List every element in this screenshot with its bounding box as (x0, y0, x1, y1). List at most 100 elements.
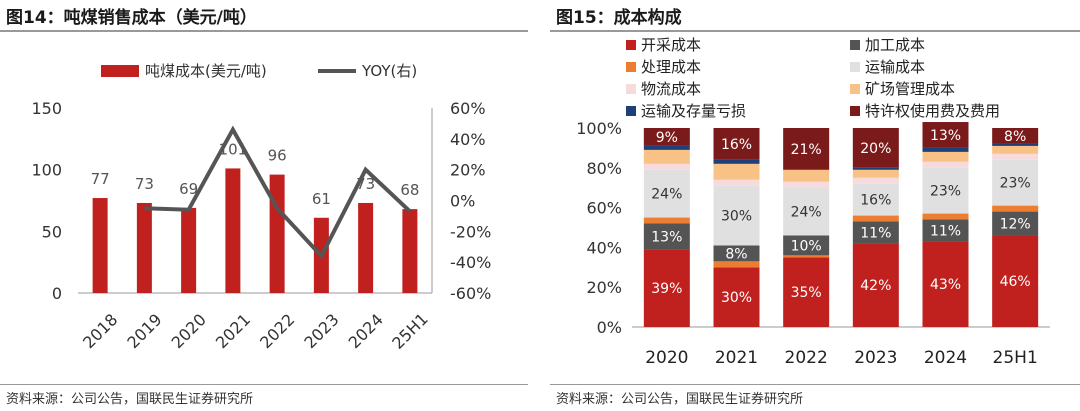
bar-data-label: 77 (91, 170, 110, 188)
x-tick-label: 2024 (924, 348, 967, 368)
bar-cost-per-ton (136, 202, 152, 293)
stack-segment (713, 261, 760, 268)
stack-segment (783, 187, 830, 236)
y-right-tick-label: 0% (450, 192, 475, 211)
y-right-tick-label: 20% (450, 161, 486, 180)
y-right-tick-label: 40% (450, 130, 486, 149)
stack-segment (783, 255, 830, 258)
y-tick-label: 40% (586, 238, 622, 257)
bar-data-label: 73 (135, 175, 154, 193)
x-tick-label: 2020 (645, 348, 688, 368)
stack-segment (922, 167, 969, 214)
y-tick-label: 0% (597, 318, 622, 337)
y-left-tick-label: 50 (42, 222, 62, 241)
segment-data-label: 20% (860, 141, 891, 157)
x-tick-label: 2021 (212, 310, 254, 352)
y-tick-label: 100% (576, 119, 622, 138)
segment-data-label: 16% (860, 193, 891, 209)
legend-label: 矿场管理成本 (865, 80, 955, 98)
legend-swatch (850, 40, 860, 50)
segment-data-label: 10% (791, 238, 822, 254)
bar-cost-per-ton (92, 198, 108, 293)
x-tick-label: 25H1 (993, 348, 1038, 368)
bar-data-label: 68 (400, 181, 419, 199)
x-tick-label: 2021 (715, 348, 758, 368)
y-tick-label: 80% (586, 159, 622, 178)
bar-cost-per-ton (358, 202, 374, 293)
stack-segment (992, 205, 1039, 212)
figure-15-title: 图15：成本构成 (556, 8, 682, 28)
cost-per-ton-panel: 图14：吨煤销售成本（美元/吨） 吨煤成本(美元/吨) YOY(右) 0 50 100 1… (0, 0, 528, 411)
y-right-tick-label: -20% (450, 222, 491, 241)
stack-segment (713, 159, 760, 164)
stack-segment (852, 177, 899, 184)
segment-data-label: 39% (651, 281, 682, 297)
stack-segment (992, 211, 1039, 236)
x-tick-label: 2018 (79, 310, 121, 352)
y-tick-label: 60% (586, 199, 622, 218)
stack-segment (922, 213, 969, 220)
source-rule (550, 384, 1080, 385)
x-tick-label: 2022 (256, 310, 298, 352)
bar-data-label: 73 (356, 175, 375, 193)
stack-segment (922, 122, 969, 148)
stack-segment (992, 159, 1039, 206)
stack-segment (922, 161, 969, 168)
stack-segment (852, 221, 899, 244)
cost-structure-panel: 图15：成本构成 开采成本 加工成本 处理成本 运输成本 物流成本 矿场管理成本 运输及存量… (550, 0, 1080, 411)
segment-data-label: 43% (930, 277, 961, 293)
stack-segment (922, 241, 969, 327)
y-tick-label: 20% (586, 278, 622, 297)
segment-data-label: 11% (930, 223, 961, 239)
stack-segment (852, 215, 899, 222)
legend-label: 运输成本 (865, 58, 925, 76)
stack-segment (783, 169, 830, 182)
bar-cost-per-ton (225, 168, 241, 293)
right-source-note: 资料来源：公司公告，国联民生证券研究所 (556, 392, 804, 407)
legend-label: 运输及存量亏损 (641, 102, 746, 120)
bar-cost-per-ton (269, 174, 285, 293)
y-right-tick-label: -60% (450, 284, 491, 303)
stack-segment (783, 257, 830, 327)
legend-swatch (626, 106, 636, 116)
legend-label-cost-per-ton: 吨煤成本(美元/吨) (145, 62, 267, 80)
bar-data-label: 101 (219, 140, 248, 158)
segment-data-label: 35% (791, 285, 822, 301)
stack-segment (992, 128, 1039, 144)
stack-segment (852, 243, 899, 327)
stack-segment (643, 249, 690, 327)
stack-segment (992, 153, 1039, 160)
stack-segment (643, 128, 690, 146)
stack-segment (713, 179, 760, 186)
bar-data-label: 96 (268, 147, 287, 165)
segment-data-label: 11% (860, 225, 891, 241)
y-right-tick-label: -40% (450, 253, 491, 272)
x-tick-label: 2020 (168, 310, 210, 352)
stack-segment (783, 235, 830, 256)
legend-label: 加工成本 (865, 36, 925, 54)
stack-segment (643, 145, 690, 150)
stack-segment (922, 147, 969, 152)
source-rule (0, 384, 528, 385)
legend-swatch (626, 84, 636, 94)
stack-segment (643, 223, 690, 250)
stack-segment (713, 185, 760, 246)
bar-cost-per-ton (402, 209, 418, 293)
left-source-note: 资料来源：公司公告，国联民生证券研究所 (6, 392, 254, 407)
segment-data-label: 16% (721, 137, 752, 153)
stack-segment (992, 235, 1039, 327)
cost-per-ton-chart: 吨煤成本(美元/吨) YOY(右) 0 50 100 150 -60% -40% -20% 0% 2… (31, 62, 491, 353)
stack-segment (922, 219, 969, 242)
legend-label: 开采成本 (641, 36, 701, 54)
yoy-line (144, 125, 412, 260)
figure-14-title: 图14：吨煤销售成本（美元/吨） (6, 8, 257, 28)
title-rule (550, 30, 1080, 32)
segment-data-label: 8% (725, 246, 747, 262)
segment-data-label: 30% (721, 209, 752, 225)
segment-data-label: 42% (860, 278, 891, 294)
stack-segment (783, 128, 830, 170)
x-tick-label: 25H1 (388, 309, 432, 353)
stack-segment (852, 167, 899, 170)
segment-data-label: 30% (721, 290, 752, 306)
